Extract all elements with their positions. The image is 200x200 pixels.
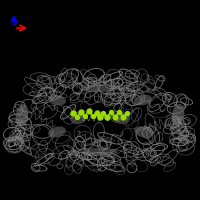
Ellipse shape	[70, 112, 86, 124]
Ellipse shape	[83, 84, 118, 92]
Ellipse shape	[16, 104, 28, 126]
Ellipse shape	[48, 95, 66, 105]
Ellipse shape	[172, 104, 184, 126]
Ellipse shape	[134, 95, 152, 105]
Ellipse shape	[83, 148, 118, 156]
Ellipse shape	[114, 112, 130, 124]
Ellipse shape	[134, 127, 152, 137]
Ellipse shape	[48, 127, 66, 137]
